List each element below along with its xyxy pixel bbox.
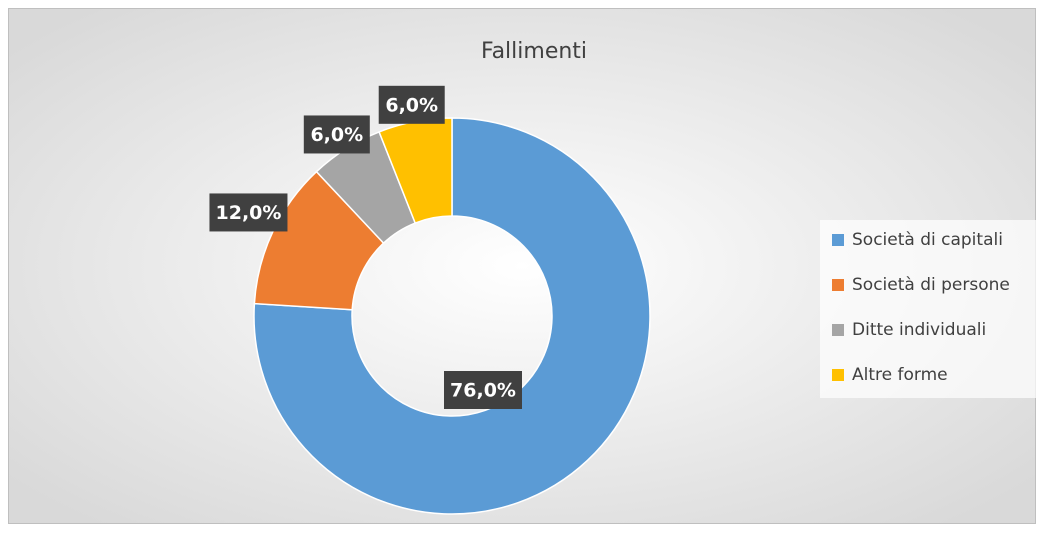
chart-title: Fallimenti — [481, 39, 587, 64]
legend-box — [820, 220, 1038, 398]
donut-slice — [253, 117, 651, 515]
data-label-box — [303, 115, 370, 154]
legend-swatch — [832, 279, 844, 291]
legend-swatch — [832, 234, 844, 246]
data-label: 76,0% — [450, 380, 516, 402]
legend-swatch — [832, 369, 844, 381]
data-label: 6,0% — [310, 124, 363, 146]
legend-label: Società di capitali — [852, 230, 1003, 250]
data-label-box — [444, 371, 522, 409]
legend-label: Altre forme — [852, 365, 948, 385]
legend-label: Ditte individuali — [852, 320, 986, 340]
data-label: 12,0% — [216, 202, 282, 224]
legend-label: Società di persone — [852, 275, 1010, 295]
donut-slice — [378, 117, 453, 224]
data-label: 6,0% — [385, 94, 438, 116]
legend-swatch — [832, 324, 844, 336]
data-label-box — [209, 193, 288, 232]
data-label-box — [378, 85, 445, 124]
